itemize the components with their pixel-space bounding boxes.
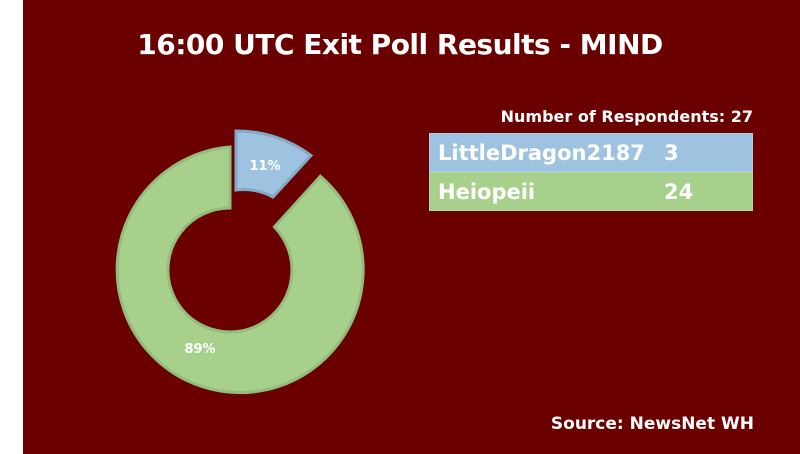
- donut-slice-heiopeii: [115, 145, 365, 395]
- donut-slice-littledragon2187: [234, 129, 314, 199]
- page-title: 16:00 UTC Exit Poll Results - MIND: [137, 28, 663, 61]
- candidate-votes: 24: [664, 179, 694, 204]
- slice-label-heiopeii: 89%: [184, 342, 215, 357]
- candidate-name: Heiopeii: [438, 179, 536, 204]
- results-table: LittleDragon2187 3 Heiopeii 24: [429, 133, 753, 211]
- table-row: Heiopeii 24: [429, 172, 753, 211]
- source-credit: Source: NewsNet WH: [550, 414, 754, 434]
- table-row: LittleDragon2187 3: [429, 133, 753, 172]
- candidate-votes: 3: [664, 140, 679, 165]
- slice-label-littledragon2187: 11%: [249, 159, 280, 174]
- candidate-name: LittleDragon2187: [438, 140, 645, 165]
- respondents-count: Number of Respondents: 27: [500, 107, 753, 126]
